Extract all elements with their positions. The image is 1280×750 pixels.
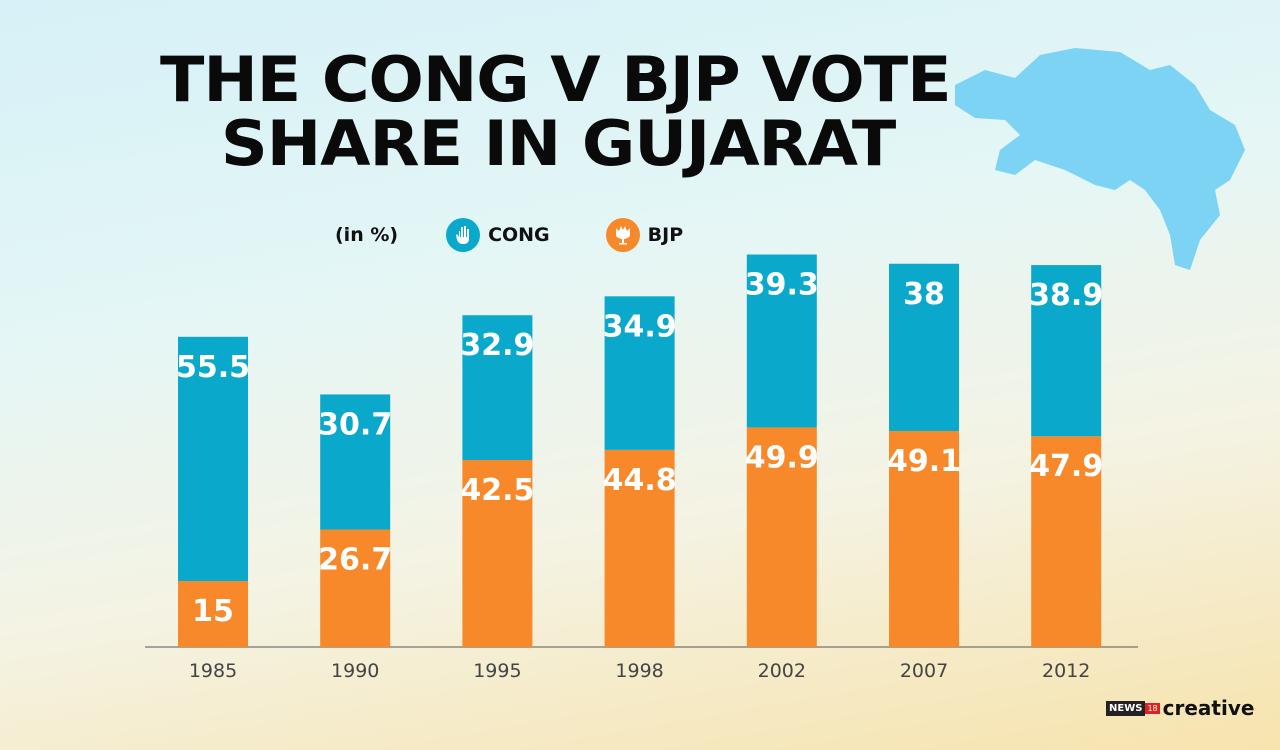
data-label-cong-2012: 38.9 — [1029, 278, 1103, 313]
logo-num: 18 — [1145, 702, 1160, 714]
hand-icon — [446, 218, 481, 252]
bar-bjp-1995 — [462, 460, 533, 647]
gujarat-map-icon — [955, 48, 1245, 270]
legend-item-bjp: BJP — [605, 218, 684, 252]
x-tick-label: 2002 — [758, 660, 806, 682]
bar-bjp-1998 — [604, 449, 675, 647]
legend-label-bjp: BJP — [647, 224, 684, 246]
data-label-cong-2002: 39.3 — [745, 268, 819, 303]
bar-cong-1985 — [178, 336, 248, 581]
data-label-cong-1995: 32.9 — [460, 328, 534, 363]
bar-bjp-2002 — [746, 427, 817, 647]
bar-cong-2002 — [746, 254, 817, 428]
data-label-bjp-1985: 15 — [192, 594, 234, 629]
x-tick-label: 2012 — [1042, 660, 1090, 682]
x-tick-label: 1995 — [473, 660, 521, 682]
bar-cong-1998 — [604, 296, 675, 450]
bar-bjp-2007 — [889, 430, 959, 647]
bar-bjp-2012 — [1031, 436, 1102, 647]
logo-news: NEWS — [1106, 700, 1146, 716]
data-label-bjp-2002: 49.9 — [745, 440, 819, 475]
x-tick-label: 1985 — [189, 660, 237, 682]
data-label-bjp-1995: 42.5 — [460, 473, 534, 508]
legend-label-cong: CONG — [488, 224, 550, 246]
logo-creative: creative — [1162, 696, 1255, 720]
unit-label: (in %) — [335, 224, 399, 246]
x-tick-label: 1990 — [331, 660, 379, 682]
lotus-icon — [605, 218, 640, 252]
data-label-cong-2007: 38 — [903, 277, 945, 312]
bar-bjp-1990 — [320, 529, 391, 647]
bar-bjp-1985 — [178, 581, 248, 647]
legend-item-cong: CONG — [446, 218, 550, 252]
chart-title: THE CONG V BJP VOTE SHARE IN GUJARAT — [160, 43, 952, 180]
title-line-2: SHARE IN GUJARAT — [220, 107, 896, 180]
data-label-cong-1985: 55.5 — [176, 350, 250, 385]
data-label-cong-1998: 34.9 — [603, 309, 677, 344]
x-tick-label: 1998 — [615, 660, 663, 682]
data-label-bjp-2007: 49.1 — [887, 444, 961, 479]
bar-cong-2012 — [1031, 265, 1102, 437]
data-label-bjp-1990: 26.7 — [318, 543, 392, 578]
data-label-bjp-2012: 47.9 — [1029, 449, 1103, 484]
title-line-1: THE CONG V BJP VOTE — [160, 43, 952, 116]
data-label-bjp-1998: 44.8 — [603, 463, 677, 498]
bar-cong-1995 — [462, 315, 533, 460]
bar-cong-1990 — [320, 394, 391, 530]
x-tick-label: 2007 — [900, 660, 948, 682]
data-label-cong-1990: 30.7 — [318, 407, 392, 442]
legend: (in %) CONG BJP — [335, 218, 739, 252]
news18-creative-logo: NEWS 18 creative — [1106, 696, 1254, 720]
bar-cong-2007 — [889, 263, 959, 431]
